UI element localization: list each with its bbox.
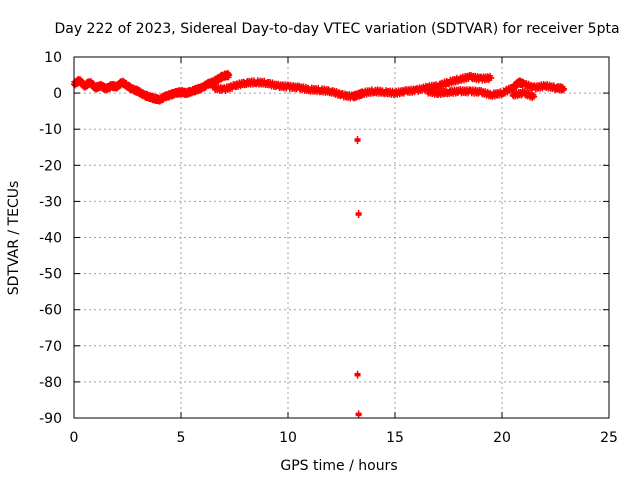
outlier-point — [355, 410, 362, 419]
y-tick-label: 10 — [44, 50, 62, 66]
x-tick-label: 10 — [279, 430, 297, 446]
y-tick-label: -80 — [39, 375, 62, 391]
data-point — [531, 93, 538, 100]
x-tick-label: 0 — [70, 430, 79, 446]
y-tick-label: -60 — [39, 303, 62, 319]
x-axis-label: GPS time / hours — [280, 458, 397, 474]
x-tick-label: 5 — [177, 430, 186, 446]
x-tick-label: 20 — [493, 430, 511, 446]
y-tick-label: -10 — [39, 122, 62, 138]
y-tick-label: -40 — [39, 231, 62, 247]
y-tick-label: -20 — [39, 158, 62, 174]
x-tick-label: 25 — [600, 430, 618, 446]
y-axis-label: SDTVAR / TECUs — [6, 181, 22, 296]
outlier-point — [354, 370, 361, 379]
data-points — [71, 70, 568, 419]
x-tick-label: 15 — [386, 430, 404, 446]
y-tick-label: -90 — [39, 411, 62, 427]
axis-ticks: 0 5 10 15 20 25 10 0 -10 -20 -30 -40 -50 -60 -70 -80 -90 — [39, 50, 618, 446]
y-tick-label: -30 — [39, 194, 62, 210]
data-point — [488, 74, 495, 81]
y-tick-label: 0 — [53, 86, 62, 102]
data-point — [226, 72, 233, 79]
outlier-point — [354, 136, 361, 145]
y-tick-label: -70 — [39, 339, 62, 355]
data-point — [561, 85, 568, 92]
chart-title: Day 222 of 2023, Sidereal Day-to-day VTE… — [54, 21, 619, 37]
grid-lines — [74, 57, 609, 418]
outlier-point — [355, 210, 362, 219]
y-tick-label: -50 — [39, 267, 62, 283]
